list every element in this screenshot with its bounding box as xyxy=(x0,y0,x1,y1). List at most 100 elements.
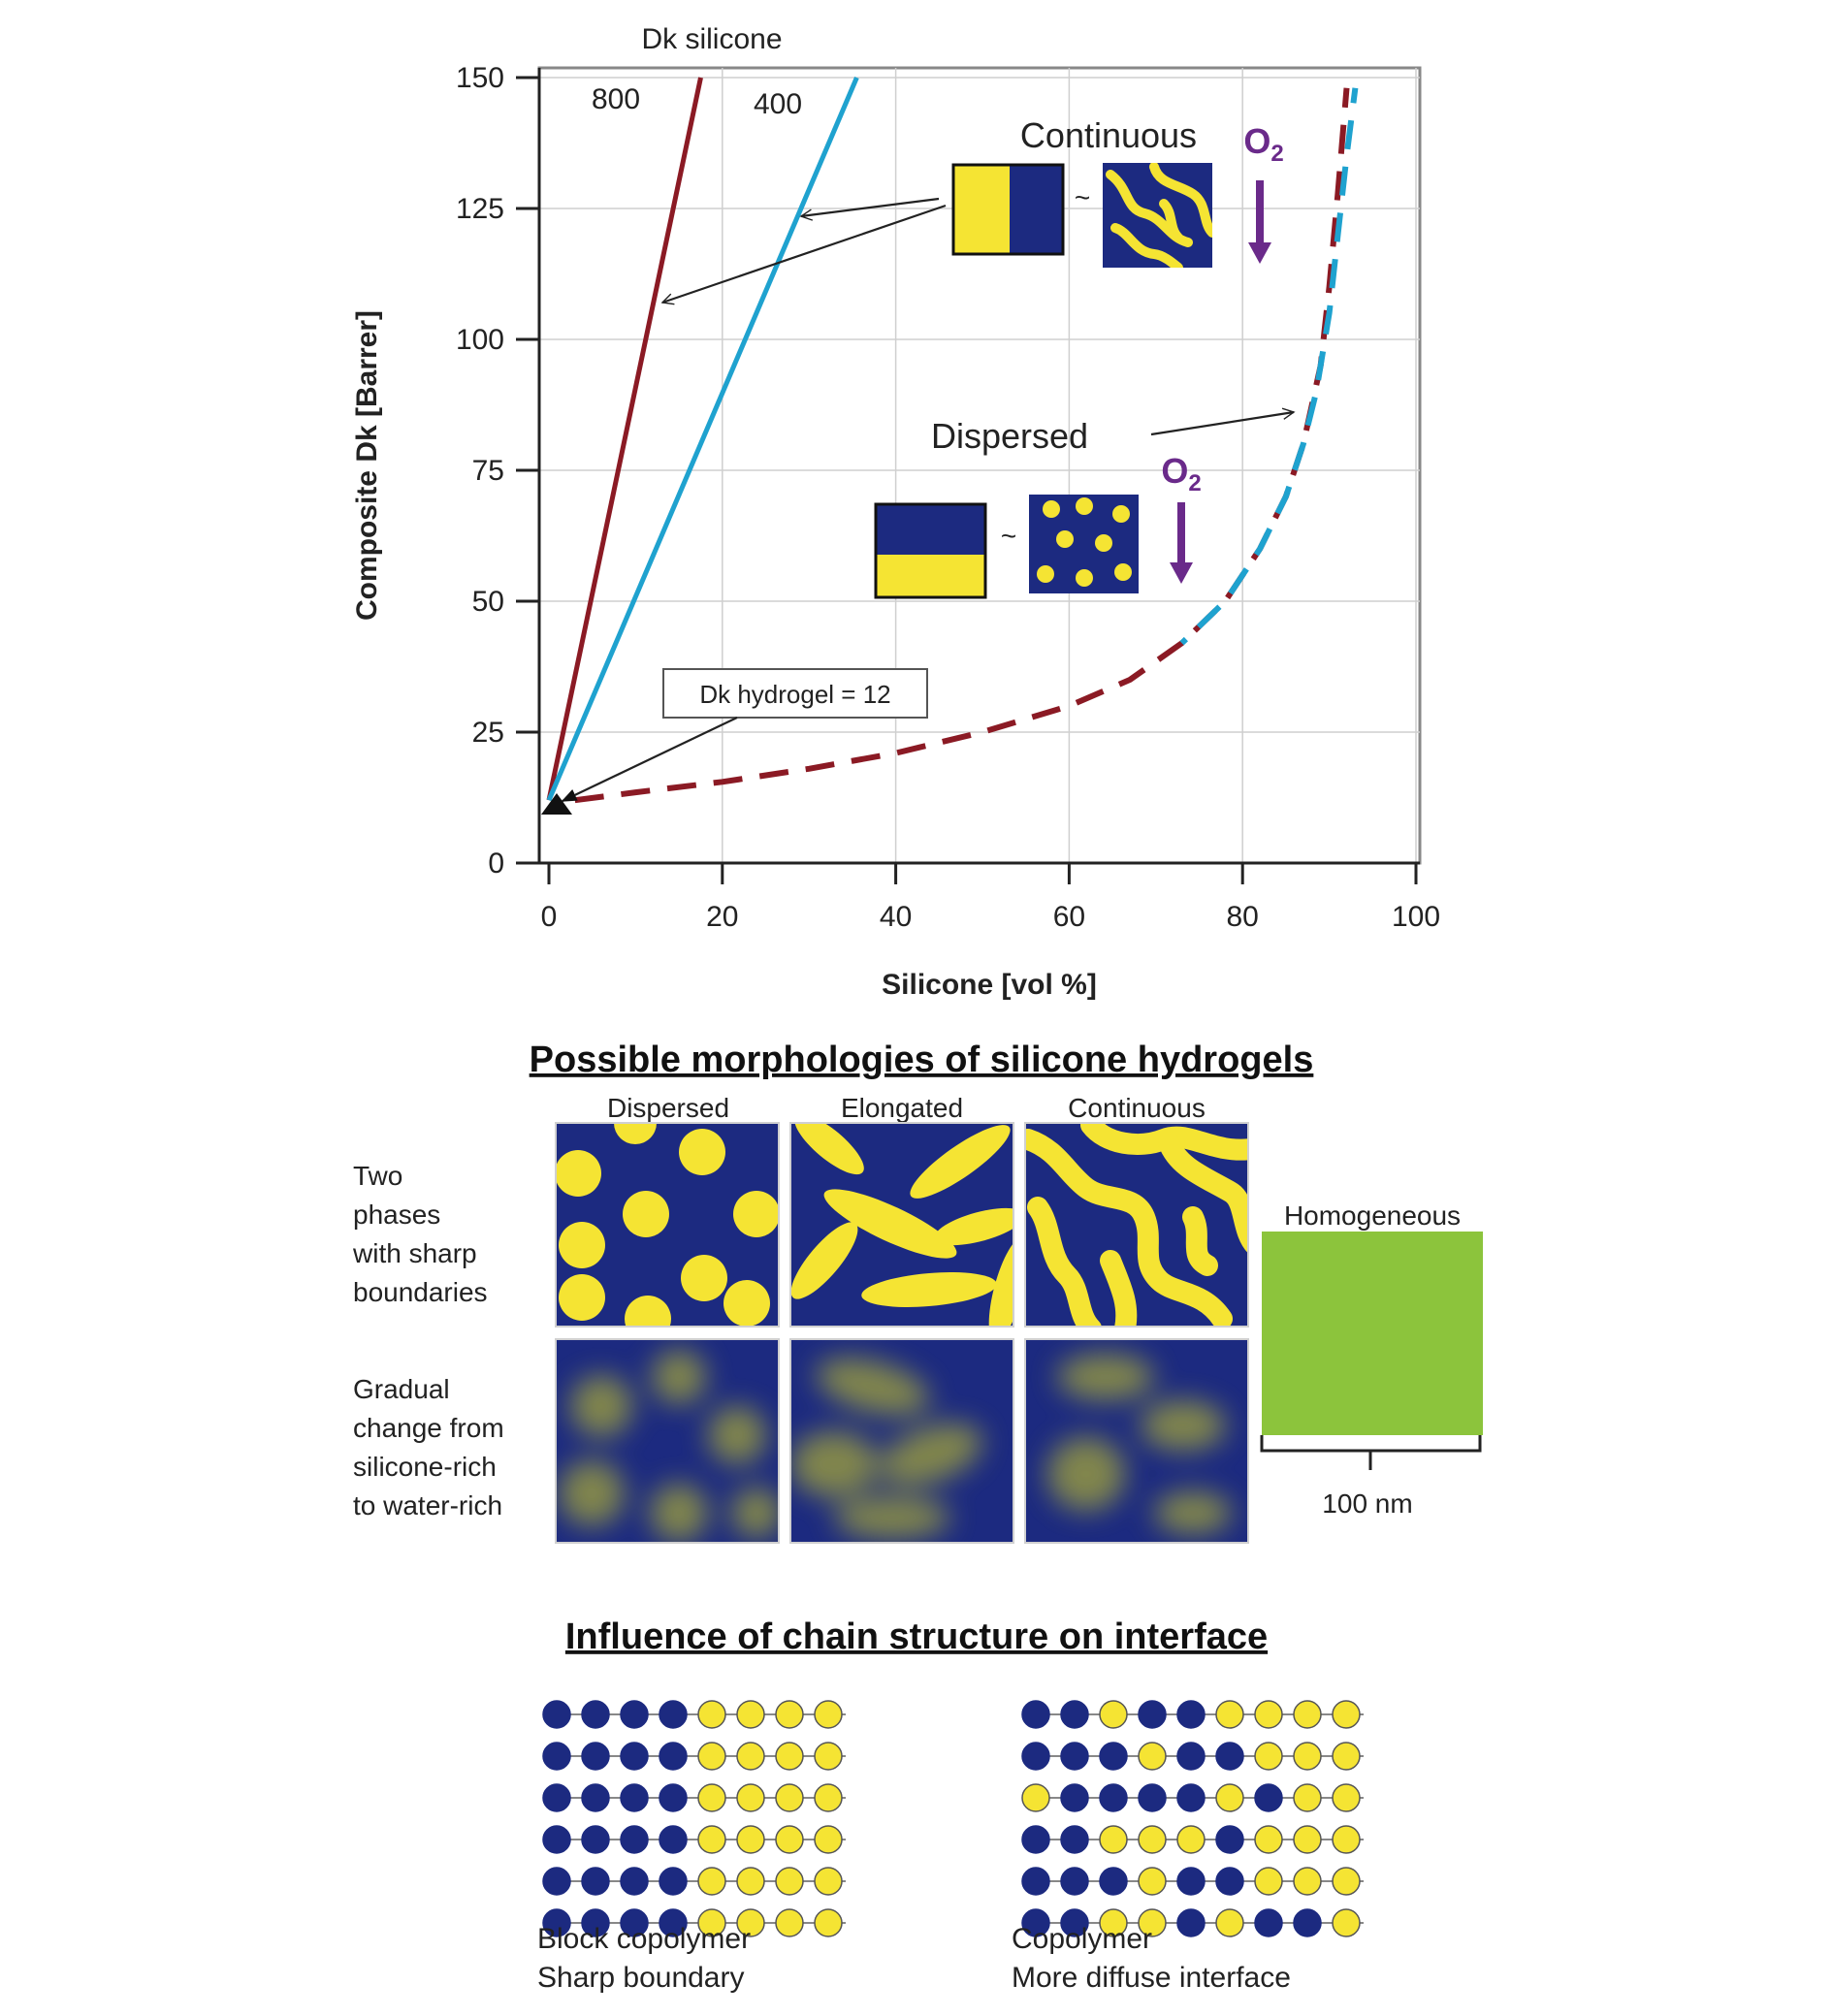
x-tick-label: 0 xyxy=(541,901,558,933)
composite-dk-chart: 0 25 50 75 100 125 150 0 20 40 60 80 100 Composite … xyxy=(351,23,1440,1001)
copoly-silicone-bead xyxy=(1176,1867,1206,1896)
y-tick-label: 100 xyxy=(456,324,504,356)
copoly-silicone-bead xyxy=(1060,1783,1089,1812)
copoly-hydrophilic-bead xyxy=(1215,1700,1244,1729)
copoly-hydrophilic-bead xyxy=(1293,1700,1322,1729)
gradual-dispersed-panel xyxy=(555,1338,780,1544)
block-hydrophilic-bead xyxy=(814,1867,843,1896)
o2-label-bottom: O2 xyxy=(1161,451,1201,496)
copoly-silicone-bead xyxy=(1021,1908,1050,1937)
copoly-hydrophilic-bead xyxy=(1254,1700,1283,1729)
block-silicone-bead xyxy=(542,1700,571,1729)
morphologies-title: Possible morphologies of silicone hydrog… xyxy=(530,1040,1314,1080)
block-silicone-bead xyxy=(659,1908,688,1937)
copoly-silicone-bead xyxy=(1176,1700,1206,1729)
copoly-hydrophilic-bead xyxy=(1138,1908,1167,1937)
dispersed-morphology-icon xyxy=(1029,495,1139,593)
series-lines xyxy=(541,77,1359,815)
hydrogel-annotation-text: Dk hydrogel = 12 xyxy=(699,680,890,709)
block-silicone-bead xyxy=(581,1783,610,1812)
x-tick-label: 20 xyxy=(706,901,738,933)
copoly-hydrophilic-bead xyxy=(1332,1700,1361,1729)
block-hydrophilic-bead xyxy=(697,1908,726,1937)
x-tick-label: 80 xyxy=(1227,901,1259,933)
copoly-silicone-bead xyxy=(1293,1908,1322,1937)
block-hydrophilic-bead xyxy=(697,1825,726,1854)
series-label-400: 400 xyxy=(754,88,802,120)
copoly-silicone-bead xyxy=(1138,1700,1167,1729)
o2-down-arrow-top-icon xyxy=(1248,180,1271,264)
x-tick-label: 60 xyxy=(1053,901,1085,933)
block-silicone-bead xyxy=(620,1783,649,1812)
block-hydrophilic-bead xyxy=(775,1908,804,1937)
svg-text:with sharp: with sharp xyxy=(352,1238,477,1268)
sharp-continuous-panel xyxy=(1024,1122,1249,1328)
block-hydrophilic-bead xyxy=(814,1825,843,1854)
row-label-gradual: Gradual change from silicone-rich to wat… xyxy=(353,1374,504,1520)
copoly-hydrophilic-bead xyxy=(1138,1742,1167,1771)
copoly-silicone-bead xyxy=(1176,1742,1206,1771)
copoly-hydrophilic-bead xyxy=(1332,1742,1361,1771)
copoly-hydrophilic-bead xyxy=(1293,1825,1322,1854)
copoly-silicone-bead xyxy=(1176,1783,1206,1812)
block-silicone-bead xyxy=(659,1700,688,1729)
block-silicone-bead xyxy=(542,1783,571,1812)
copoly-hydrophilic-bead xyxy=(1332,1783,1361,1812)
block-hydrophilic-bead xyxy=(736,1867,765,1896)
copoly-hydrophilic-bead xyxy=(1099,1908,1128,1937)
copolymer-sublabel: More diffuse interface xyxy=(1012,1962,1291,1994)
svg-text:phases: phases xyxy=(353,1200,440,1230)
homogeneous-label: Homogeneous xyxy=(1284,1200,1461,1231)
scale-bar xyxy=(1260,1435,1482,1470)
block-silicone-bead xyxy=(659,1783,688,1812)
block-hydrophilic-bead xyxy=(736,1825,765,1854)
continuous-morphology-icon xyxy=(1103,163,1212,268)
copoly-silicone-bead xyxy=(1021,1742,1050,1771)
block-hydrophilic-bead xyxy=(775,1700,804,1729)
arrow-to-hydrogel-point xyxy=(561,717,738,802)
y-axis-label: Composite Dk [Barrer] xyxy=(351,310,383,621)
o2-down-arrow-bottom-icon xyxy=(1170,502,1193,584)
scale-bar-label: 100 nm xyxy=(1322,1488,1412,1519)
copoly-hydrophilic-bead xyxy=(1293,1783,1322,1812)
hydrogel-point-marker xyxy=(541,793,572,815)
block-hydrophilic-bead xyxy=(775,1867,804,1896)
series-line-1 xyxy=(546,77,859,802)
approx-tilde: ~ xyxy=(1075,182,1090,212)
y-tick-label: 25 xyxy=(472,717,504,749)
copoly-silicone-bead xyxy=(1060,1742,1089,1771)
block-silicone-bead xyxy=(659,1742,688,1771)
copoly-hydrophilic-bead xyxy=(1176,1825,1206,1854)
block-silicone-bead xyxy=(542,1867,571,1896)
block-silicone-bead xyxy=(620,1700,649,1729)
series-line-3 xyxy=(1179,87,1359,646)
copoly-hydrophilic-bead xyxy=(1293,1867,1322,1896)
row-label-sharp: Two phases with sharp boundaries xyxy=(352,1161,488,1307)
block-copolymer-chains xyxy=(542,1700,846,1937)
svg-text:silicone-rich: silicone-rich xyxy=(353,1452,497,1482)
svg-text:Gradual: Gradual xyxy=(353,1374,450,1404)
block-hydrophilic-bead xyxy=(697,1742,726,1771)
column-label-elongated: Elongated xyxy=(841,1093,963,1123)
copoly-silicone-bead xyxy=(1254,1783,1283,1812)
block-hydrophilic-bead xyxy=(814,1700,843,1729)
axes xyxy=(537,68,1420,865)
sharp-elongated-panel xyxy=(789,1122,1014,1328)
block-silicone-bead xyxy=(659,1825,688,1854)
copoly-silicone-bead xyxy=(1215,1867,1244,1896)
gridlines xyxy=(539,68,1420,863)
y-tick-label: 0 xyxy=(488,848,504,880)
gradual-continuous-panel xyxy=(1024,1338,1249,1544)
copoly-hydrophilic-bead xyxy=(1138,1867,1167,1896)
arrow-to-400-line xyxy=(801,197,940,216)
block-silicone-bead xyxy=(581,1700,610,1729)
block-silicone-bead xyxy=(659,1867,688,1896)
copoly-silicone-bead xyxy=(1060,1908,1089,1937)
block-hydrophilic-bead xyxy=(697,1867,726,1896)
chains-title: Influence of chain structure on interfac… xyxy=(565,1616,1268,1657)
block-hydrophilic-bead xyxy=(736,1783,765,1812)
copolymer-label: Copolymer xyxy=(1012,1923,1152,1955)
copoly-silicone-bead xyxy=(1021,1867,1050,1896)
morphologies-panel: Possible morphologies of silicone hydrog… xyxy=(352,1040,1483,1544)
copoly-silicone-bead xyxy=(1099,1742,1128,1771)
